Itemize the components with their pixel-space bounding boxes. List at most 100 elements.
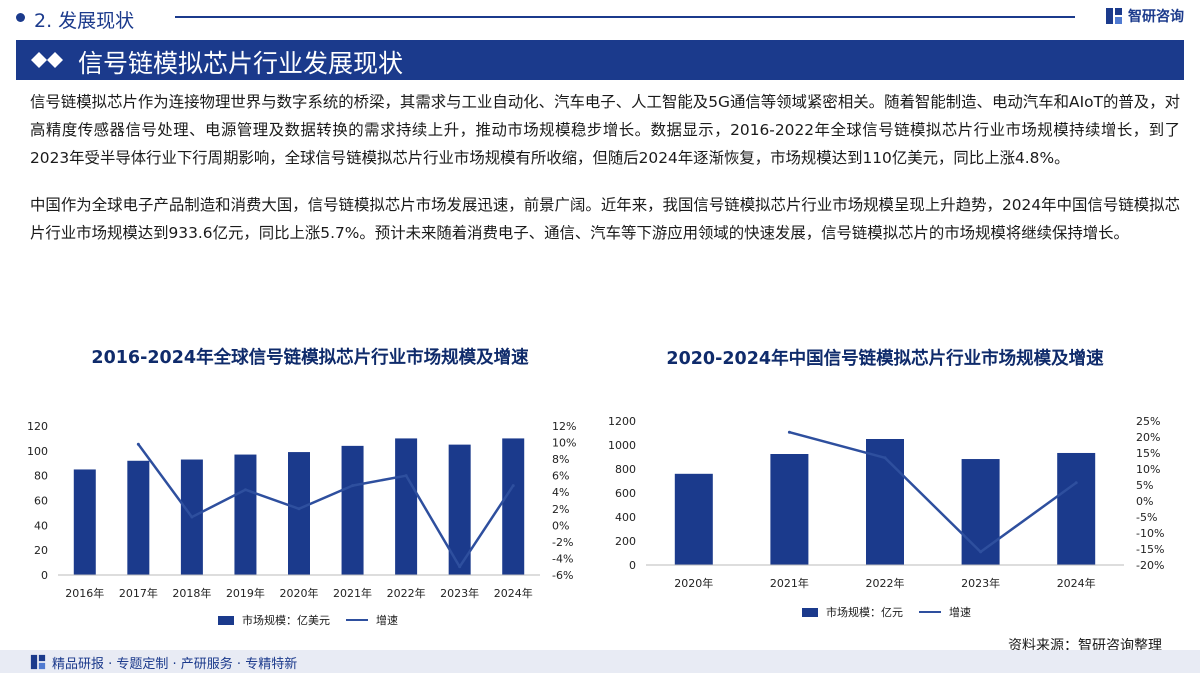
x-tick-label: 2021年 [770, 576, 809, 590]
y-tick-right: -4% [552, 552, 573, 565]
footer-logo-icon [30, 654, 46, 670]
y-tick-left: 200 [615, 535, 636, 548]
x-tick-label: 2024年 [1057, 576, 1096, 590]
growth-point [1074, 481, 1078, 485]
footer-text: 精品研报 · 专题定制 · 产研服务 · 专精特新 [52, 657, 298, 672]
page-title: 信号链模拟芯片行业发展现状 [78, 49, 404, 78]
y-tick-left: 400 [615, 511, 636, 524]
x-tick-label: 2022年 [387, 586, 426, 600]
bar [341, 445, 364, 575]
growth-point [511, 484, 515, 488]
bar [234, 454, 257, 575]
x-tick-label: 2016年 [65, 586, 104, 600]
y-tick-left: 800 [615, 463, 636, 476]
bar [866, 439, 904, 565]
legend-china: 市场规模：亿元 增速 [802, 604, 971, 620]
legend-bar-label: 市场规模：亿元 [826, 606, 903, 619]
legend-bar-label: 市场规模：亿美元 [242, 614, 330, 627]
y-tick-left: 1000 [608, 439, 636, 452]
y-tick-right: 10% [1136, 463, 1160, 476]
growth-line [137, 443, 515, 568]
x-tick-label: 2020年 [280, 586, 319, 600]
y-tick-right: 0% [1136, 495, 1153, 508]
legend-line-label: 增速 [949, 606, 971, 619]
bar [961, 459, 1000, 565]
y-tick-right: -15% [1136, 543, 1164, 556]
y-tick-right: 12% [552, 420, 576, 433]
y-tick-right: 4% [552, 486, 569, 499]
x-tick-label: 2017年 [119, 586, 158, 600]
y-tick-left: 0 [41, 569, 48, 582]
y-tick-right: -2% [552, 536, 573, 549]
top-bar: 2. 发展现状 智研咨询 [0, 0, 1200, 34]
paragraph: 信号链模拟芯片作为连接物理世界与数字系统的桥梁，其需求与工业自动化、汽车电子、人… [30, 93, 1180, 167]
growth-point [351, 484, 355, 488]
section-title: 2. 发展现状 [34, 10, 135, 32]
bar [502, 438, 525, 575]
growth-point [883, 456, 887, 460]
legend-global: 市场规模：亿美元 增速 [218, 612, 398, 628]
body-text: 信号链模拟芯片作为连接物理世界与数字系统的桥梁，其需求与工业自动化、汽车电子、人… [30, 88, 1180, 247]
paragraph: 中国作为全球电子产品制造和消费大国，信号链模拟芯片市场发展迅速，前景广阔。近年来… [30, 196, 1180, 242]
brand: 智研咨询 [1105, 6, 1184, 26]
section-divider [175, 16, 1075, 18]
bar [1057, 452, 1096, 565]
bar [770, 454, 809, 565]
growth-point [243, 488, 247, 492]
y-tick-right: 10% [552, 437, 576, 450]
y-tick-left: 600 [615, 487, 636, 500]
y-tick-left: 100 [27, 445, 48, 458]
legend-bar-swatch [218, 615, 234, 625]
y-tick-right: 6% [552, 470, 569, 483]
x-tick-label: 2019年 [226, 586, 265, 600]
x-tick-label: 2024年 [494, 586, 533, 600]
y-tick-right: -10% [1136, 527, 1164, 540]
bar [73, 469, 96, 575]
bar [395, 438, 418, 575]
y-tick-right: 0% [552, 519, 569, 532]
growth-line [789, 430, 1077, 554]
bar [288, 452, 310, 575]
legend-line-label: 增速 [376, 614, 398, 627]
growth-point [297, 507, 301, 511]
legend-line-swatch [919, 611, 941, 613]
y-tick-right: -5% [1136, 511, 1157, 524]
y-tick-left: 0 [629, 559, 636, 572]
y-tick-left: 80 [34, 470, 48, 483]
y-tick-right: 15% [1136, 447, 1160, 460]
y-tick-right: 2% [552, 503, 569, 516]
x-tick-label: 2023年 [440, 586, 479, 600]
growth-point [787, 430, 791, 434]
footer-bar: 精品研报 · 专题定制 · 产研服务 · 专精特新 [0, 650, 1200, 673]
growth-point [190, 515, 194, 519]
diamond-icon [31, 52, 63, 68]
x-tick-label: 2018年 [172, 586, 211, 600]
y-tick-right: 25% [1136, 415, 1160, 428]
y-tick-right: -6% [552, 569, 573, 582]
growth-point [458, 565, 462, 569]
y-tick-right: 5% [1136, 479, 1153, 492]
chart-title-global: 2016-2024年全球信号链模拟芯片行业市场规模及增速 [91, 348, 529, 368]
y-tick-left: 120 [27, 420, 48, 433]
x-tick-label: 2023年 [961, 576, 1000, 590]
bar [674, 473, 713, 565]
x-tick-label: 2022年 [866, 576, 905, 590]
growth-point [979, 550, 983, 554]
brand-logo-icon [1106, 8, 1122, 24]
brand-name: 智研咨询 [1128, 9, 1184, 25]
bar [127, 460, 150, 575]
growth-point [404, 474, 408, 478]
title-banner: 信号链模拟芯片行业发展现状 [16, 40, 1184, 80]
section-bullet-icon [16, 13, 25, 22]
x-tick-label: 2021年 [333, 586, 372, 600]
y-tick-right: -20% [1136, 559, 1164, 572]
legend-bar-swatch [802, 607, 818, 617]
y-tick-left: 60 [34, 495, 48, 508]
y-tick-right: 20% [1136, 431, 1160, 444]
y-tick-left: 20 [34, 544, 48, 557]
x-tick-label: 2020年 [674, 576, 713, 590]
y-tick-left: 1200 [608, 415, 636, 428]
chart-title-china: 2020-2024年中国信号链模拟芯片行业市场规模及增速 [666, 349, 1104, 369]
y-tick-right: 8% [552, 453, 569, 466]
